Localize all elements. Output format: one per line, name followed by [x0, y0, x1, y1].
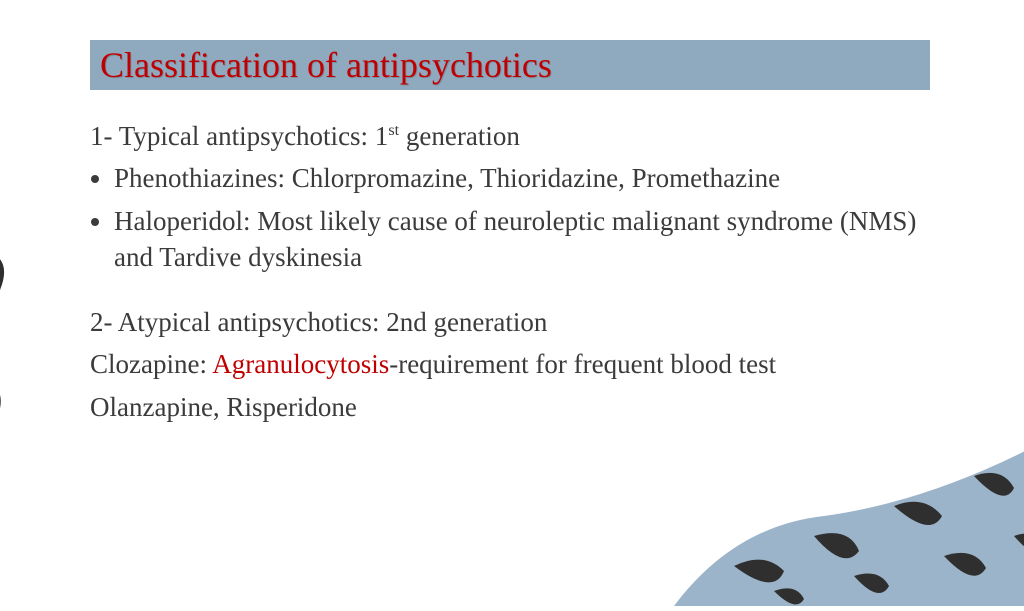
section1-heading: 1- Typical antipsychotics: 1st generatio… — [90, 118, 964, 154]
slide: Classification of antipsychotics 1- Typi… — [0, 0, 1024, 576]
section2-heading: 2- Atypical antipsychotics: 2nd generati… — [90, 304, 964, 340]
section1-prefix: 1- Typical antipsychotics: 1 — [90, 121, 388, 151]
camo-br-icon — [674, 406, 1024, 606]
others-line: Olanzapine, Risperidone — [90, 389, 964, 425]
clozapine-prefix: Clozapine: — [90, 349, 212, 379]
slide-content: 1- Typical antipsychotics: 1st generatio… — [90, 118, 964, 425]
clozapine-suffix: -requirement for frequent blood test — [389, 349, 776, 379]
list-item: Phenothiazines: Chlorpromazine, Thiorida… — [114, 160, 964, 196]
decoration-bottom-right — [674, 406, 1024, 606]
decoration-left — [0, 130, 60, 550]
title-bar: Classification of antipsychotics — [90, 40, 930, 90]
section1-suffix: generation — [399, 121, 520, 151]
clozapine-line: Clozapine: Agranulocytosis-requirement f… — [90, 346, 964, 382]
slide-title: Classification of antipsychotics — [100, 44, 920, 86]
section1-bullets: Phenothiazines: Chlorpromazine, Thiorida… — [114, 160, 964, 275]
section1-sup: st — [388, 121, 399, 139]
camo-left-icon — [0, 130, 60, 550]
clozapine-highlight: Agranulocytosis — [212, 349, 389, 379]
list-item: Haloperidol: Most likely cause of neurol… — [114, 203, 964, 276]
